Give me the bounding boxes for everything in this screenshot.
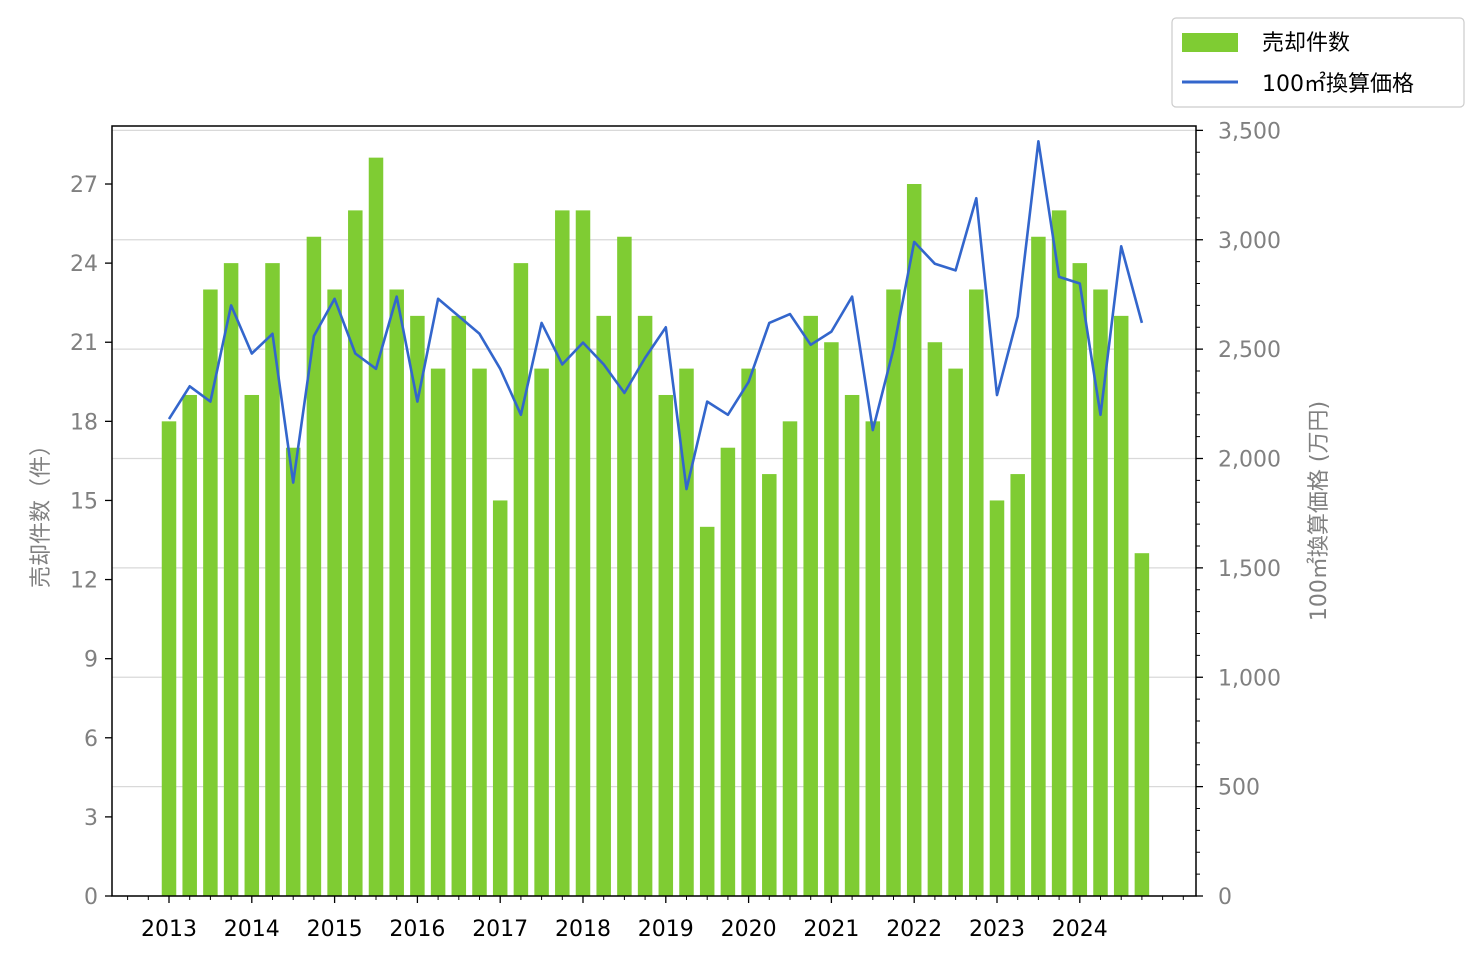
bar — [741, 368, 756, 896]
bar — [348, 210, 363, 897]
bar — [927, 342, 943, 896]
bar — [306, 236, 322, 896]
legend: 売却件数 100㎡換算価格 — [1171, 17, 1465, 108]
bar — [244, 394, 260, 896]
x-tick-label: 2013 — [141, 917, 197, 942]
left-axis: 0 3 6 9 12 15 18 21 24 27 — [70, 173, 112, 910]
bar — [1093, 289, 1108, 896]
bar — [534, 368, 549, 896]
left-tick-label: 9 — [84, 648, 98, 673]
bar — [1031, 236, 1046, 896]
bar — [844, 394, 860, 896]
left-tick-label: 0 — [84, 885, 98, 910]
bar — [720, 447, 736, 896]
bar — [265, 263, 280, 896]
legend-label-bars: 売却件数 — [1262, 31, 1350, 56]
left-tick-label: 15 — [70, 489, 98, 514]
bar — [451, 315, 467, 896]
bar-series — [161, 157, 1150, 897]
line-series — [167, 140, 1144, 491]
bar — [1010, 474, 1025, 896]
left-tick-label: 24 — [70, 252, 98, 277]
bar — [1051, 210, 1067, 897]
left-tick-label: 21 — [70, 331, 98, 356]
bar — [596, 315, 611, 896]
bar — [824, 342, 839, 896]
bar — [1072, 263, 1088, 896]
right-tick-label: 2,000 — [1218, 448, 1281, 473]
x-tick-label: 2020 — [721, 917, 777, 942]
right-tick-label: 2,500 — [1218, 338, 1281, 363]
bar — [492, 500, 508, 896]
bar — [368, 157, 384, 897]
bar — [1113, 315, 1129, 896]
y-axis-left-title: 売却件数（件） — [29, 434, 54, 588]
x-tick-label: 2014 — [224, 917, 280, 942]
bar — [513, 263, 529, 896]
plot-frame — [111, 125, 1197, 897]
bar — [161, 421, 177, 896]
legend-bar-swatch — [1182, 33, 1238, 52]
price-line — [167, 140, 1144, 491]
x-axis: 2013 2014 2015 2016 2017 2018 2019 2020 2021 2022… — [127, 896, 1184, 942]
bar — [886, 289, 901, 896]
bar — [223, 263, 239, 896]
left-tick-label: 12 — [70, 569, 98, 594]
bar — [555, 210, 570, 897]
bar — [430, 368, 446, 896]
x-tick-label: 2015 — [307, 917, 363, 942]
x-tick-label: 2024 — [1052, 917, 1108, 942]
left-tick-label: 27 — [70, 173, 98, 198]
bar — [575, 210, 591, 897]
x-tick-label: 2023 — [969, 917, 1025, 942]
bar — [762, 474, 777, 896]
right-tick-label: 3,000 — [1218, 229, 1281, 254]
right-tick-label: 3,500 — [1218, 119, 1281, 144]
bar — [410, 315, 425, 896]
legend-frame — [1171, 17, 1465, 108]
x-tick-label: 2018 — [555, 917, 611, 942]
left-tick-label: 3 — [84, 806, 98, 831]
legend-label-line: 100㎡換算価格 — [1262, 71, 1414, 97]
bar — [679, 368, 694, 896]
bar — [699, 526, 715, 896]
bar — [472, 368, 487, 896]
x-tick-label: 2017 — [472, 917, 528, 942]
left-tick-label: 6 — [84, 727, 98, 752]
x-tick-label: 2022 — [886, 917, 942, 942]
bar — [906, 184, 922, 897]
bar — [327, 289, 342, 896]
bar — [203, 289, 218, 896]
y-axis-right-title: 100㎡換算価格 (万円) — [1306, 401, 1332, 621]
x-tick-label: 2019 — [638, 917, 694, 942]
bar — [637, 315, 653, 896]
bar — [617, 236, 632, 896]
bar — [182, 394, 197, 896]
bar — [865, 421, 881, 896]
bar — [285, 447, 301, 896]
bar — [389, 289, 404, 896]
bar — [1134, 553, 1150, 896]
right-axis: 0 500 1,000 1,500 2,000 2,500 3,000 3,500 — [1196, 119, 1281, 910]
bar — [948, 368, 963, 896]
right-tick-label: 1,500 — [1218, 557, 1281, 582]
right-tick-label: 0 — [1218, 885, 1232, 910]
left-tick-label: 18 — [70, 410, 98, 435]
bar — [969, 289, 984, 896]
x-tick-label: 2016 — [389, 917, 445, 942]
right-tick-label: 1,000 — [1218, 666, 1281, 691]
bar — [782, 421, 798, 896]
bar — [989, 500, 1005, 896]
x-tick-label: 2021 — [803, 917, 859, 942]
bar — [803, 315, 818, 896]
bar — [658, 394, 674, 896]
right-tick-label: 500 — [1218, 776, 1260, 801]
